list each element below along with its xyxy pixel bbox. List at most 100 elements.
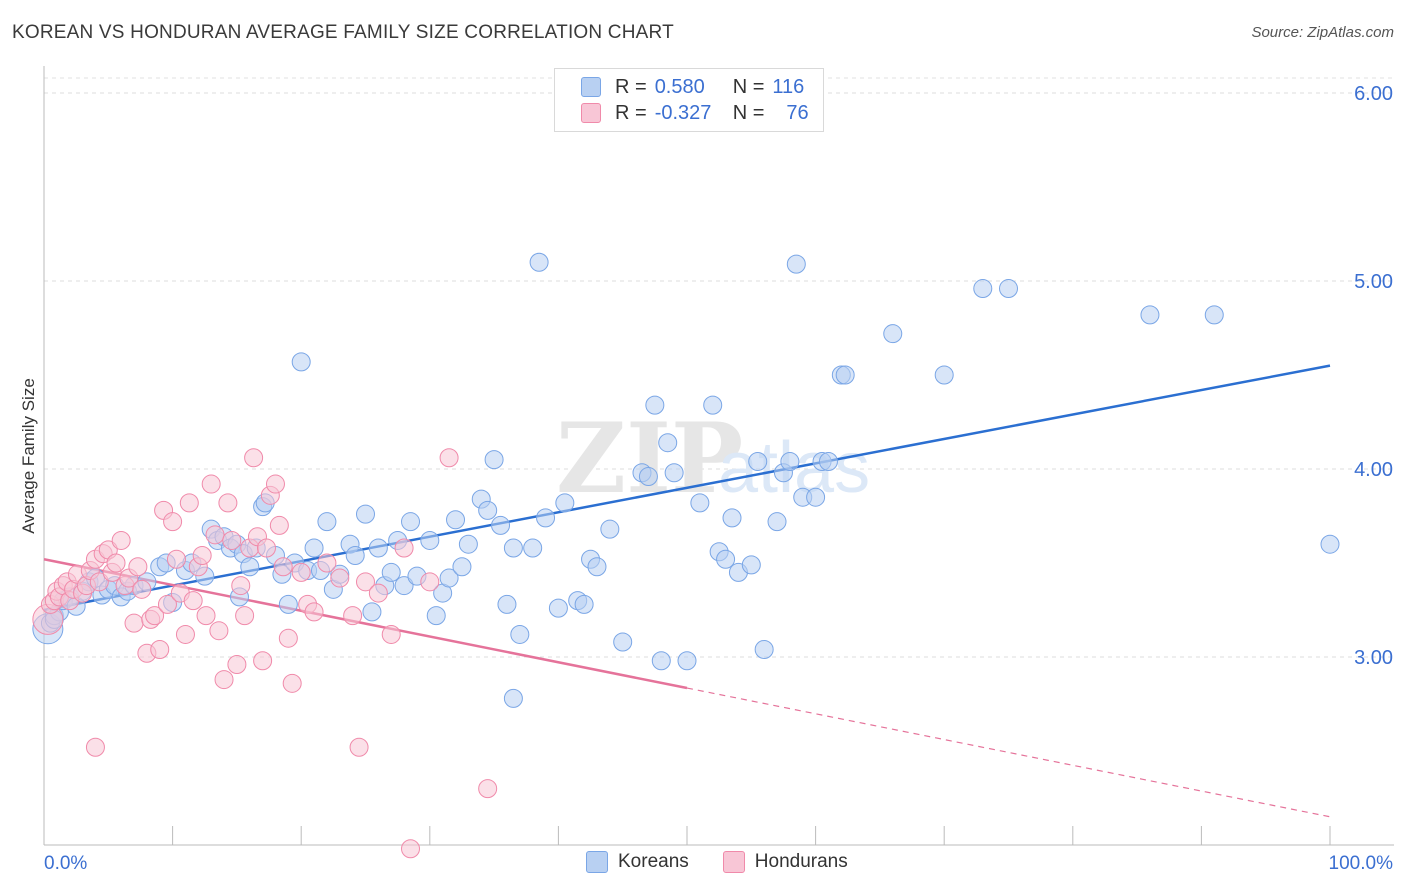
korean-point	[651, 651, 671, 671]
honduran-point	[420, 572, 440, 592]
korean-point	[638, 467, 658, 487]
honduran-point	[183, 591, 203, 611]
honduran-point	[132, 579, 152, 599]
korean-point	[1140, 305, 1160, 325]
y-tick-label: 5.00	[1354, 271, 1393, 293]
korean-point	[345, 545, 365, 565]
legend-r-label: R =	[615, 75, 647, 98]
korean-point	[703, 395, 723, 415]
legend-r-label: R =	[615, 101, 647, 124]
korean-point	[1204, 305, 1224, 325]
korean-point	[426, 606, 446, 626]
korean-point	[458, 534, 478, 554]
korean-point	[536, 508, 556, 528]
honduran-point	[343, 606, 363, 626]
korean-point	[491, 515, 511, 535]
korean-point	[664, 463, 684, 483]
hondurans-swatch	[581, 103, 601, 123]
honduran-point	[89, 572, 109, 592]
honduran-point	[291, 562, 311, 582]
honduran-point	[349, 737, 369, 757]
korean-point	[478, 500, 498, 520]
legend-label-koreans: Koreans	[618, 851, 689, 872]
honduran-point	[256, 538, 276, 558]
korean-point	[748, 452, 768, 471]
honduran-point	[235, 606, 255, 626]
honduran-point	[205, 525, 225, 545]
korean-point	[883, 324, 903, 344]
korean-point	[510, 624, 530, 644]
korean-point	[240, 557, 260, 577]
korean-point	[835, 365, 855, 385]
korean-point	[304, 538, 324, 558]
legend-item-hondurans[interactable]: Hondurans	[722, 851, 848, 873]
korean-point	[1320, 534, 1340, 554]
korean-point	[497, 594, 517, 614]
legend-n-label: N =	[732, 101, 765, 124]
korean-point	[587, 557, 607, 577]
korean-point	[529, 252, 549, 272]
korean-point	[356, 504, 375, 524]
korean-point	[381, 562, 401, 582]
korean-point	[317, 512, 337, 532]
legend-r-value: 0.580	[654, 75, 705, 98]
honduran-point	[145, 606, 165, 626]
korean-point	[780, 452, 800, 471]
honduran-point	[244, 448, 264, 468]
korean-point	[677, 651, 697, 671]
honduran-point	[304, 602, 324, 622]
honduran-point	[269, 515, 289, 535]
koreans-swatch	[586, 851, 608, 873]
y-tick-label: 3.00	[1354, 647, 1393, 669]
legend-label-hondurans: Hondurans	[754, 851, 848, 872]
honduran-point	[478, 779, 498, 799]
trend-line-dashed-1	[686, 687, 1331, 818]
honduran-point	[196, 606, 216, 626]
korean-point	[362, 602, 382, 622]
korean-point	[523, 538, 543, 558]
korean-point	[716, 549, 736, 569]
honduran-point	[317, 553, 337, 573]
korean-point	[401, 512, 421, 532]
korean-point	[484, 450, 504, 470]
honduran-point	[330, 568, 350, 588]
honduran-point	[218, 493, 238, 513]
honduran-point	[128, 557, 148, 577]
honduran-point	[265, 474, 285, 494]
tick-labels: 3.00 4.00 5.00 6.00 0.0% 100.0%	[44, 83, 1393, 874]
korean-point	[548, 598, 568, 618]
honduran-point	[356, 572, 375, 592]
source-label: Source: ZipAtlas.com	[1251, 24, 1394, 41]
honduran-point	[166, 549, 186, 569]
honduran-point	[201, 474, 221, 494]
korean-point	[394, 576, 414, 596]
korean-point	[658, 433, 678, 453]
korean-point	[767, 512, 787, 532]
korean-point	[555, 493, 575, 513]
korean-point	[741, 555, 761, 575]
honduran-point	[157, 594, 177, 614]
korean-point	[452, 557, 472, 577]
korean-point	[368, 538, 388, 558]
honduran-point	[278, 628, 298, 648]
honduran-point	[150, 639, 170, 659]
honduran-point	[401, 839, 421, 859]
honduran-point	[163, 512, 183, 532]
korean-point	[973, 279, 993, 299]
legend-r-value: -0.327	[654, 101, 712, 124]
korean-point	[278, 594, 298, 614]
y-tick-label: 6.00	[1354, 83, 1393, 105]
honduran-point	[209, 621, 229, 641]
honduran-point	[394, 538, 414, 558]
honduran-point	[179, 493, 199, 513]
honduran-point	[124, 613, 144, 633]
legend-row-koreans: R = 0.580 N = 116	[581, 75, 804, 99]
korean-point	[818, 452, 838, 471]
korean-point	[446, 510, 466, 530]
series-legend: Koreans Hondurans	[586, 851, 882, 873]
korean-point	[786, 254, 806, 274]
honduran-point	[368, 583, 388, 603]
legend-item-koreans[interactable]: Koreans	[586, 851, 689, 873]
legend-n-value: 116	[772, 75, 805, 98]
